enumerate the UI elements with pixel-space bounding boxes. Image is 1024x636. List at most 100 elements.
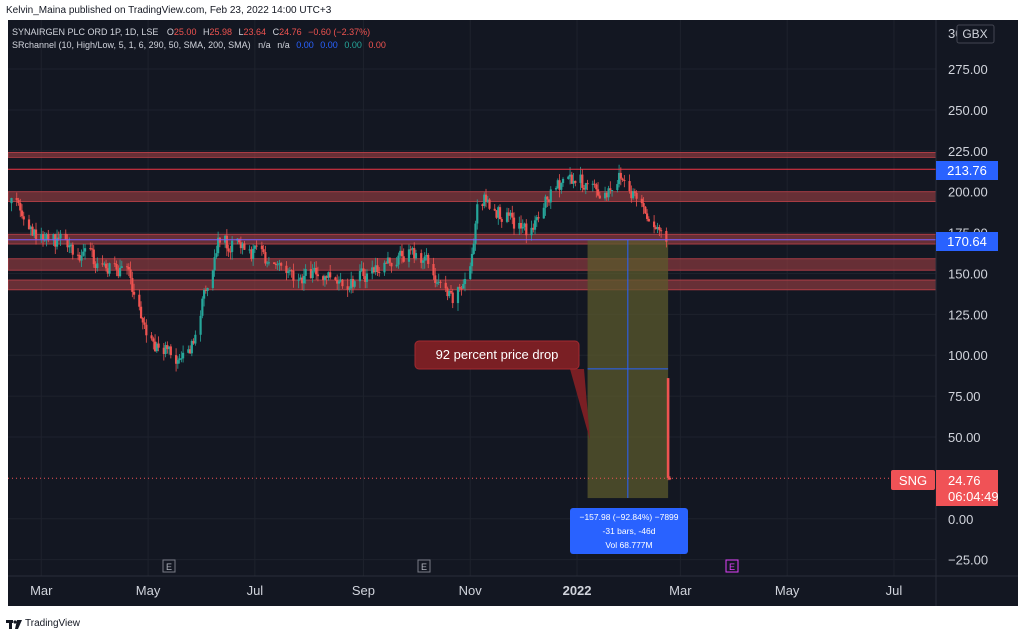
candle-body bbox=[192, 340, 195, 344]
tradingview-logo-icon bbox=[6, 620, 22, 629]
publish-caption: Kelvin_Maina published on TradingView.co… bbox=[6, 5, 332, 16]
candle-body bbox=[518, 222, 521, 229]
earnings-marker-2: E bbox=[421, 562, 427, 572]
candle-body bbox=[264, 252, 267, 264]
earnings-marker-1: E bbox=[166, 562, 172, 572]
candle-body bbox=[19, 202, 22, 211]
candle-body bbox=[262, 249, 265, 253]
x-tick-label: 2022 bbox=[563, 583, 592, 598]
candle-body bbox=[78, 255, 81, 261]
candle-body bbox=[180, 358, 183, 360]
candle-body bbox=[224, 235, 227, 243]
candle-body bbox=[101, 263, 104, 265]
svg-text:SRchannel (10, High/Low, 5, 1,: SRchannel (10, High/Low, 5, 1, 6, 290, 5… bbox=[12, 40, 386, 50]
earnings-markers[interactable]: E E E bbox=[162, 559, 739, 573]
candle-body bbox=[194, 334, 197, 344]
candle-body bbox=[397, 255, 400, 265]
candle-body bbox=[203, 289, 206, 299]
candle-body bbox=[22, 216, 25, 220]
legend-indicator-value-2: 0.00 bbox=[320, 40, 338, 50]
candle-body bbox=[547, 199, 551, 203]
grid bbox=[8, 20, 936, 576]
x-tick-label: May bbox=[775, 583, 800, 598]
candle-body bbox=[374, 265, 377, 273]
candle-body bbox=[115, 263, 118, 270]
candle-body bbox=[449, 290, 453, 293]
candle-body bbox=[288, 270, 292, 272]
candle-body bbox=[89, 248, 92, 250]
candle-body bbox=[654, 227, 657, 229]
candle-body bbox=[642, 203, 645, 207]
candle-body bbox=[82, 251, 85, 256]
measure-line-3: Vol 68.777M bbox=[605, 540, 652, 550]
candle-body bbox=[484, 194, 488, 203]
candle-body bbox=[325, 276, 328, 278]
sr-zone bbox=[7, 191, 937, 202]
candle-body bbox=[280, 263, 283, 266]
candle-body bbox=[427, 254, 430, 264]
footer-brand: TradingView bbox=[25, 618, 81, 629]
candle-body bbox=[15, 198, 18, 201]
candle-body bbox=[407, 249, 411, 262]
svg-text:SYNAIRGEN PLC ORD 1P, 1D, LSE: SYNAIRGEN PLC ORD 1P, 1D, LSE O25.00 H25… bbox=[12, 27, 370, 37]
candle-body bbox=[383, 262, 386, 273]
legend-change: −0.60 (−2.37%) bbox=[308, 27, 370, 37]
candle-body bbox=[658, 227, 661, 231]
candle-body bbox=[71, 244, 74, 255]
candle-body bbox=[315, 267, 318, 275]
upper-price-label-text: 213.76 bbox=[947, 163, 987, 178]
candle-body bbox=[33, 229, 36, 236]
candle-body bbox=[139, 306, 143, 319]
candle-body bbox=[201, 298, 204, 316]
candle-body bbox=[628, 181, 631, 192]
last-price-value: 24.76 bbox=[948, 473, 981, 488]
price-chart[interactable]: 92 percent price drop −157.98 (−92.84%) … bbox=[7, 20, 1018, 606]
candle-body bbox=[570, 174, 573, 184]
candle-body bbox=[582, 187, 586, 190]
candle-body bbox=[376, 265, 379, 272]
candle-body bbox=[567, 176, 570, 179]
y-tick-label: 50.00 bbox=[948, 430, 981, 445]
time-axis[interactable]: Mar May Jul Sep Nov 2022 Mar May Jul bbox=[30, 583, 902, 598]
x-tick-label: Nov bbox=[459, 583, 483, 598]
footer bbox=[0, 612, 1024, 636]
candle-body bbox=[69, 244, 73, 246]
candle-body bbox=[469, 266, 472, 279]
candle-body bbox=[402, 256, 405, 262]
x-tick-label: Mar bbox=[30, 583, 53, 598]
candle-body bbox=[260, 245, 263, 250]
legend-o-label: O bbox=[167, 27, 174, 37]
candle-body bbox=[365, 273, 369, 282]
candle-body bbox=[512, 217, 516, 229]
candle-body bbox=[435, 282, 439, 284]
candle-body bbox=[188, 349, 192, 354]
currency-badge[interactable]: GBX bbox=[956, 24, 995, 44]
last-price-symbol: SNG bbox=[899, 473, 927, 488]
legend-h-label: H bbox=[203, 27, 210, 37]
candle-body bbox=[635, 192, 638, 199]
candle-body bbox=[176, 360, 179, 364]
candle-body bbox=[353, 281, 356, 287]
currency-badge-text: GBX bbox=[962, 27, 987, 41]
candle-body bbox=[17, 200, 20, 203]
candle-body bbox=[211, 270, 214, 288]
candle-body bbox=[458, 287, 461, 289]
candle-body bbox=[633, 191, 636, 193]
upper-price-label: 213.76 bbox=[936, 161, 998, 180]
candle-body bbox=[645, 213, 649, 219]
candle-body bbox=[640, 198, 643, 204]
candle-body bbox=[287, 271, 290, 273]
annotation-callout[interactable]: 92 percent price drop bbox=[414, 340, 590, 440]
candle-body bbox=[372, 267, 376, 273]
measure-tool[interactable] bbox=[587, 239, 669, 499]
candle-body bbox=[92, 249, 95, 265]
candle-body bbox=[255, 245, 258, 247]
candle-body bbox=[31, 226, 34, 236]
candle-body bbox=[434, 275, 437, 283]
candle-body bbox=[665, 230, 668, 242]
drop-candle-body bbox=[666, 378, 670, 478]
candle-body bbox=[498, 207, 502, 220]
candle-body bbox=[505, 212, 509, 222]
candle-body bbox=[542, 207, 545, 219]
candle-body bbox=[400, 250, 404, 257]
